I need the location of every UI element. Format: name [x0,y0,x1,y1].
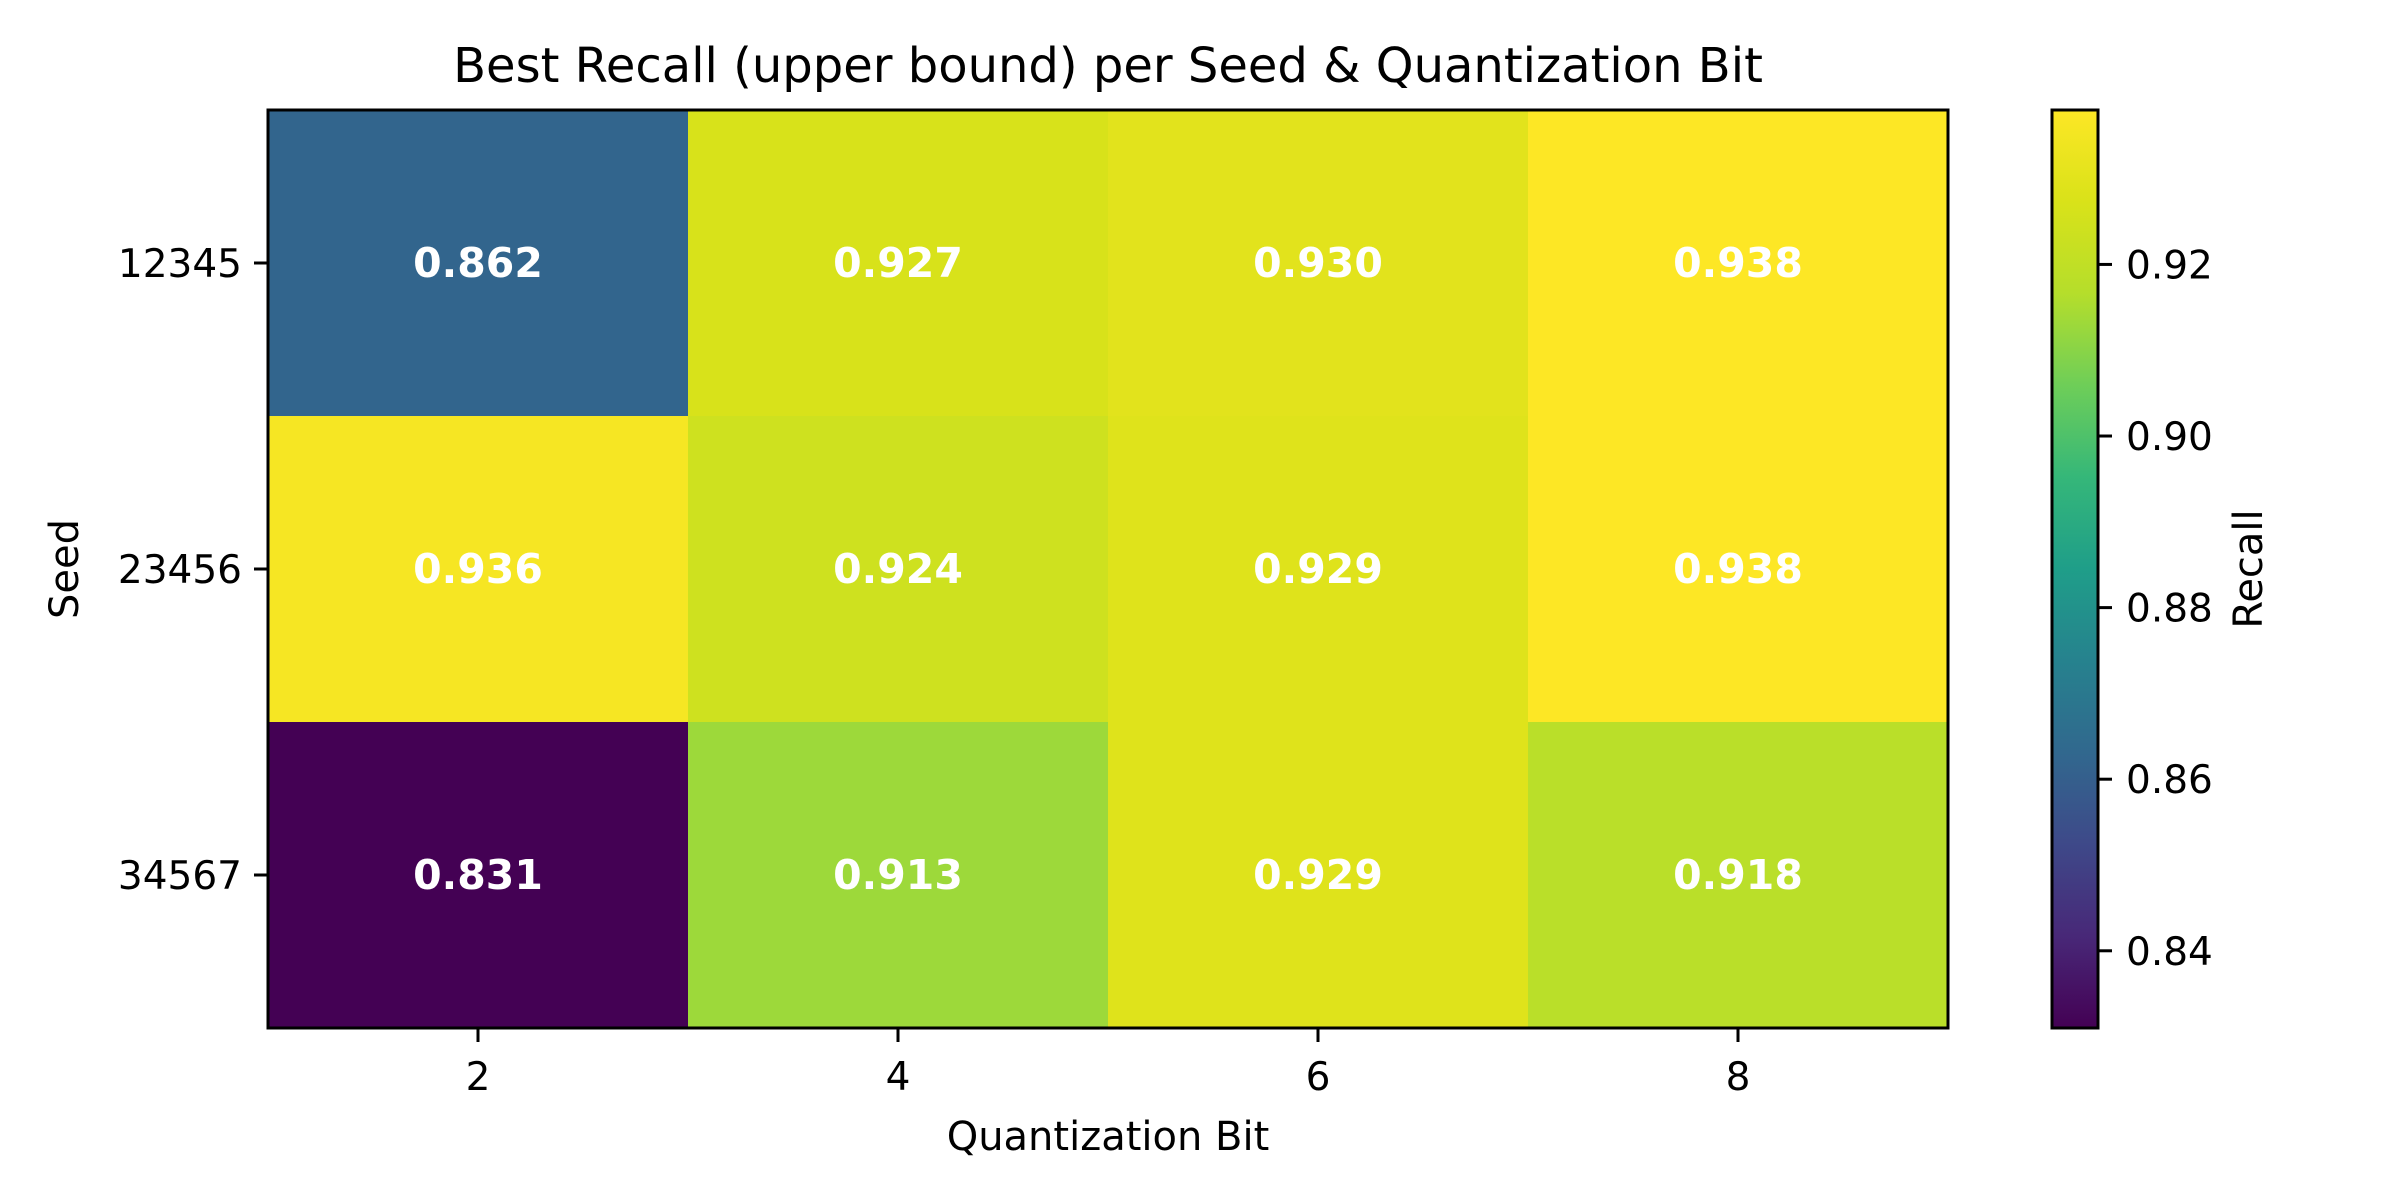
heatmap-cell [1528,722,1949,1029]
colorbar-label: Recall [2226,509,2272,628]
colorbar-tick-label: 0.90 [2126,415,2213,460]
x-axis-ticks: 2 4 6 8 [466,1028,1751,1100]
chart-title: Best Recall (upper bound) per Seed & Qua… [453,38,1763,94]
heatmap-cell [1528,416,1949,723]
heatmap-cell [1108,416,1529,723]
colorbar-tick-label: 0.86 [2126,758,2213,803]
colorbar-tick-label: 0.84 [2126,930,2213,975]
cell-value-label: 0.918 [1673,851,1803,899]
cell-value-label: 0.938 [1673,545,1803,593]
heatmap-cell [268,110,689,417]
cell-value-label: 0.936 [413,545,543,593]
y-axis-label: Seed [42,519,88,619]
cell-value-label: 0.929 [1253,851,1383,899]
cell-value-label: 0.831 [413,851,543,899]
cell-value-label: 0.924 [833,545,963,593]
colorbar-tick-label: 0.92 [2126,243,2213,288]
x-tick-label: 8 [1726,1055,1751,1100]
cell-value-label: 0.913 [833,851,963,899]
x-tick-label: 6 [1306,1055,1331,1100]
cell-value-label: 0.862 [413,239,543,287]
y-tick-label: 12345 [118,242,242,287]
cell-value-label: 0.938 [1673,239,1803,287]
colorbar-ticks: 0.84 0.86 0.88 0.90 0.92 [2098,243,2213,975]
heatmap-cell [1108,110,1529,417]
x-tick-label: 4 [886,1055,911,1100]
heatmap-cell [688,110,1109,417]
x-axis-label: Quantization Bit [947,1114,1270,1160]
heatmap-cell [1528,110,1949,417]
heatmap-cell [268,416,689,723]
heatmap-cell [688,416,1109,723]
heatmap-cell-labels: 0.862 0.927 0.930 0.938 0.936 0.924 0.929 0.938… [413,239,1803,899]
colorbar-gradient [2052,110,2098,1028]
heatmap-cell [268,722,689,1029]
y-tick-label: 23456 [118,548,242,593]
heatmap-cell [1108,722,1529,1029]
x-tick-label: 2 [466,1055,491,1100]
y-tick-label: 34567 [118,854,242,899]
y-axis-ticks: 12345 23456 34567 [118,242,268,899]
heatmap-cells [268,110,1949,1029]
colorbar-frame [2050,108,2100,1030]
cell-value-label: 0.927 [833,239,963,287]
heatmap-cell [688,722,1109,1029]
cell-value-label: 0.929 [1253,545,1383,593]
colorbar-tick-label: 0.88 [2126,587,2213,632]
cell-value-label: 0.930 [1253,239,1383,287]
